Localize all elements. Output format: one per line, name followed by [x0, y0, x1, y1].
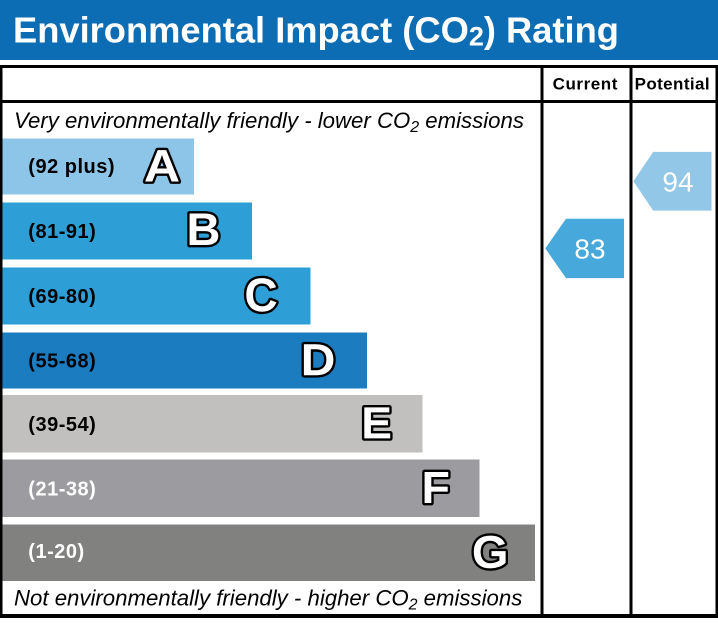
svg-text:(69-80): (69-80): [28, 286, 96, 308]
svg-text:(55-68): (55-68): [28, 350, 96, 372]
svg-text:(92 plus): (92 plus): [28, 156, 115, 178]
svg-text:Environmental Impact (CO2) Rat: Environmental Impact (CO2) Rating: [13, 10, 619, 52]
svg-text:(39-54): (39-54): [28, 414, 96, 436]
svg-text:Not environmentally friendly -: Not environmentally friendly - higher CO…: [14, 586, 522, 614]
svg-text:(21-38): (21-38): [28, 478, 96, 500]
svg-text:Very environmentally friendly: Very environmentally friendly - lower CO…: [14, 108, 524, 136]
svg-text:(1-20): (1-20): [28, 541, 84, 563]
svg-text:Potential: Potential: [635, 75, 710, 94]
svg-text:94: 94: [662, 167, 693, 198]
svg-text:Current: Current: [553, 75, 618, 94]
svg-text:83: 83: [574, 234, 605, 265]
svg-text:(81-91): (81-91): [28, 221, 96, 243]
